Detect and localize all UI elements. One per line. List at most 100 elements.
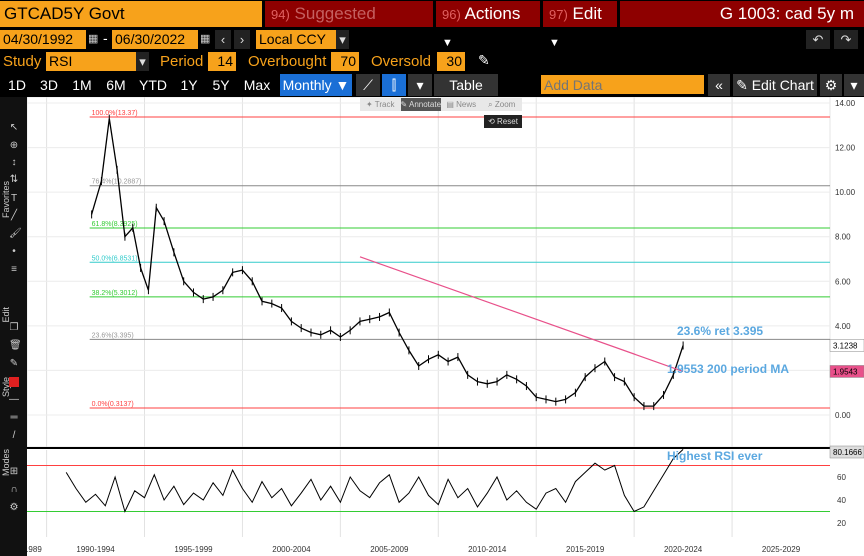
tab-6m[interactable]: 6M (106, 77, 126, 93)
prev-arrow-icon[interactable]: ‹ (215, 30, 231, 49)
crosshair-icon[interactable]: ↕ (11, 157, 17, 168)
zoom-label: Zoom (494, 100, 516, 109)
pencil-icon[interactable]: / (12, 430, 16, 441)
chevron-down-icon[interactable]: ▾ (336, 30, 349, 49)
annotation-text: 1.9553 200 period MA (667, 362, 789, 376)
tab-1y[interactable]: 1Y (180, 77, 198, 93)
annotate-button[interactable]: ✎ Annotate (400, 98, 442, 111)
edit-number: 97) (549, 7, 568, 22)
floating-toolbar: ✦ Track ✎ Annotate ▤ News ⌕ Zoom (360, 98, 522, 111)
y-tick-label: 12.00 (835, 144, 856, 153)
copy-icon[interactable]: ❐ (9, 322, 19, 333)
y-tick-label: 14.00 (835, 99, 856, 108)
news-label: News (456, 100, 477, 109)
overbought-input[interactable]: 70 (331, 52, 359, 71)
y-tick-label: 8.00 (835, 233, 851, 242)
currency-select[interactable]: Local CCY (256, 30, 336, 49)
fib-level-label: 38.2%(5.3012) (92, 290, 138, 297)
settings-icon[interactable]: ⚙ (820, 74, 842, 96)
fib-level-label: 100.0%(13.37) (92, 110, 138, 117)
rsi-tick-label: 60 (837, 473, 846, 482)
news-button[interactable]: ▤ News (446, 100, 477, 109)
period-label: Period (160, 53, 204, 70)
x-tick-label: 2015-2019 (566, 545, 605, 554)
line-tool-icon[interactable]: ╱ (10, 210, 18, 221)
rsi-line (65, 449, 684, 513)
end-date-field[interactable]: 06/30/2022 (112, 30, 198, 49)
edit-chart-button[interactable]: ✎ Edit Chart (733, 74, 817, 96)
fib-level-label: 61.8%(8.3925) (92, 221, 138, 228)
chevron-down-icon[interactable]: ▾ (136, 52, 149, 71)
calendar-icon[interactable]: ▦ (88, 33, 99, 45)
suggested-number: 94) (271, 7, 290, 22)
rsi-tick-label: 40 (837, 496, 846, 505)
last-value-text: 80.1666 (833, 448, 862, 457)
oversold-input[interactable]: 30 (437, 52, 465, 71)
reset-button[interactable]: ⟲ Reset (484, 115, 522, 128)
layers-icon[interactable]: ≡ (11, 264, 17, 275)
fib-level-label: 23.6%(3.395) (92, 332, 134, 339)
line-weight-icon[interactable]: ═ (10, 412, 18, 423)
ticker-field[interactable]: GTCAD5Y Govt (0, 1, 262, 27)
bar-chart-icon[interactable]: ⫿ (382, 74, 406, 96)
next-arrow-icon[interactable]: › (234, 30, 250, 49)
tab-max[interactable]: Max (243, 77, 271, 93)
calendar-icon[interactable]: ▦ (200, 33, 211, 45)
start-date-field[interactable]: 04/30/1992 (0, 30, 86, 49)
study-select[interactable]: RSI (46, 52, 136, 71)
x-tick-label: 2000-2004 (272, 545, 311, 554)
annotation-text: Highest RSI ever (667, 449, 763, 463)
table-button[interactable]: Table (434, 74, 498, 96)
tab-ytd[interactable]: YTD (139, 77, 167, 93)
fib-level-label: 50.0%(6.8531) (92, 255, 138, 262)
overbought-label: Overbought (248, 53, 327, 70)
zoom-button[interactable]: ⌕ Zoom (488, 100, 516, 109)
edit-label: Edit (1, 307, 11, 323)
date-separator: - (103, 30, 108, 46)
cursor-icon[interactable]: ↖ (9, 122, 19, 133)
x-tick-label: 2005-2009 (370, 545, 409, 554)
y-tick-label: 10.00 (835, 188, 856, 197)
measure-icon[interactable]: ⇅ (9, 174, 19, 185)
trash-icon[interactable]: 🗑 (9, 340, 22, 351)
last-value-text: 3.1238 (833, 341, 858, 350)
undo-icon[interactable]: ↶ (806, 30, 830, 49)
chevron-down-icon: ▼ (442, 37, 453, 49)
text-tool-icon[interactable]: T (10, 193, 18, 204)
track-button[interactable]: ✦ Track (366, 100, 395, 109)
line-style-icon[interactable]: — (9, 394, 19, 405)
chevron-down-icon[interactable]: ▾ (844, 74, 864, 96)
collapse-icon[interactable]: « (708, 74, 730, 96)
annotate-label: Annotate (408, 100, 442, 109)
frequency-select[interactable]: Monthly ▼ (280, 74, 352, 96)
range-bar: 1D 3D 1M 6M YTD 1Y 5Y Max Monthly ▼ ⟋ ⫿ … (0, 73, 864, 97)
pen-icon[interactable]: ✎ (9, 358, 19, 369)
x-tick-label: 2010-2014 (468, 545, 507, 554)
tab-1d[interactable]: 1D (8, 77, 26, 93)
suggested-charts-button[interactable]: 94) Suggested Charts (265, 1, 433, 50)
settings-icon[interactable]: ⚙ (9, 502, 19, 513)
actions-number: 96) (442, 7, 461, 22)
pencil-icon[interactable]: ✎ (478, 52, 490, 68)
title-bar: GTCAD5Y Govt 94) Suggested Charts 96) Ac… (0, 0, 864, 50)
period-input[interactable]: 14 (208, 52, 236, 71)
brush-icon[interactable]: 🖌 (9, 228, 22, 239)
edit-button[interactable]: 97) Edit ▼ (543, 1, 617, 49)
tab-3d[interactable]: 3D (40, 77, 58, 93)
crosshair-mode-icon[interactable]: ⊞ (9, 466, 19, 477)
rsi-panel (27, 450, 830, 537)
tab-1m[interactable]: 1M (72, 77, 92, 93)
color-swatch[interactable] (9, 377, 19, 387)
actions-button[interactable]: 96) Actions ▼ (436, 1, 540, 49)
tab-5y[interactable]: 5Y (212, 77, 230, 93)
chevron-down-icon[interactable]: ▾ (408, 74, 432, 96)
magnet-icon[interactable]: ∩ (10, 484, 18, 495)
zoom-icon[interactable]: ⊕ (9, 140, 19, 151)
redo-icon[interactable]: ↷ (834, 30, 858, 49)
chart-area[interactable]: 100.0%(13.37) 76.4%(10.2887) 61.8%(8.3925)… (27, 97, 864, 556)
reset-label: Reset (497, 117, 518, 126)
last-value-text: 1.9543 (833, 367, 858, 376)
add-data-input[interactable] (541, 75, 704, 94)
line-chart-icon[interactable]: ⟋ (356, 74, 380, 96)
node-icon[interactable]: • (12, 246, 16, 257)
